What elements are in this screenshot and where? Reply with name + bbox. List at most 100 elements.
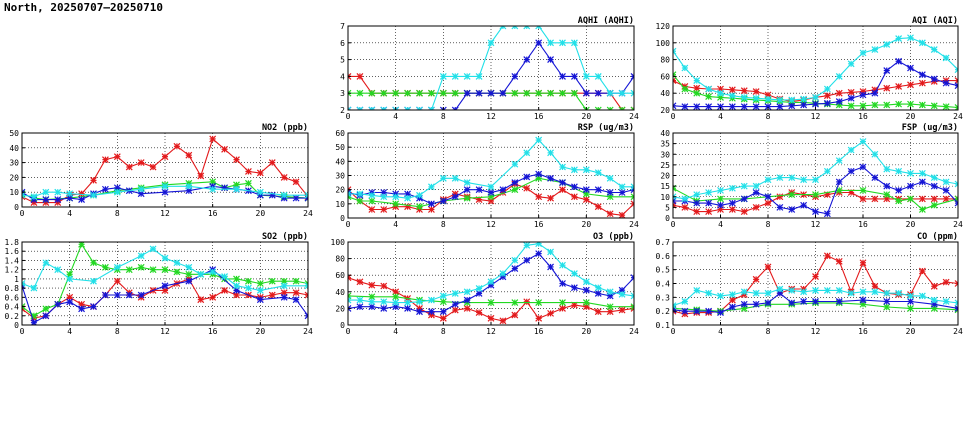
data-point-blue	[594, 186, 602, 194]
x-tick-label: 8	[441, 327, 446, 336]
data-point-cyan	[740, 93, 748, 101]
chart-so2: SO2 (ppb) 00.20.40.60.811.21.41.61.8 0 4 8 12…	[5, 232, 313, 336]
data-point-red	[523, 298, 531, 306]
data-point-red	[812, 273, 819, 281]
data-point-cyan	[559, 163, 566, 171]
data-point-green	[717, 195, 724, 203]
data-point-red	[137, 159, 145, 167]
data-point-red	[918, 195, 926, 203]
data-point-blue	[54, 300, 62, 308]
chart-co: CO (ppm) 0.1 0.2 0.3 0.4 0.5 0.6 0.7 0 4 8 12 16 20 24	[656, 232, 963, 336]
data-point-cyan	[487, 183, 495, 191]
y-tick-label: 50	[9, 129, 19, 138]
data-point-blue	[463, 186, 471, 194]
y-tick-label: 0	[665, 214, 670, 223]
data-point-red	[942, 278, 950, 286]
data-point-green	[392, 200, 400, 208]
chart-title: O3 (ppb)	[593, 232, 634, 242]
data-point-blue	[125, 291, 133, 299]
x-tick-label: 20	[582, 112, 592, 121]
data-point-cyan	[717, 186, 724, 194]
data-point-cyan	[776, 174, 784, 182]
data-point-cyan	[113, 188, 121, 196]
data-point-red	[185, 151, 193, 159]
y-tick-label: 2	[340, 106, 345, 115]
data-point-blue	[137, 291, 145, 299]
data-point-red	[752, 203, 760, 211]
data-point-cyan	[717, 89, 724, 97]
data-point-green	[871, 101, 879, 109]
x-tick-label: 20	[906, 220, 916, 229]
x-tick-label: 20	[582, 220, 592, 229]
data-point-cyan	[233, 185, 240, 193]
data-point-green	[907, 195, 914, 203]
data-point-cyan	[681, 64, 689, 72]
x-tick-label: 12	[160, 209, 170, 218]
data-point-blue	[835, 298, 843, 305]
data-point-green	[895, 197, 903, 205]
data-point-cyan	[380, 106, 388, 110]
data-point-red	[368, 281, 376, 289]
data-point-blue	[280, 293, 288, 301]
data-point-cyan	[752, 289, 760, 297]
data-point-red	[728, 206, 736, 213]
data-point-cyan	[197, 270, 205, 278]
x-tick-label: 8	[766, 220, 771, 229]
x-tick-label: 24	[629, 220, 639, 229]
data-point-blue	[427, 200, 435, 208]
data-point-green	[233, 275, 240, 283]
data-point-cyan	[380, 298, 388, 306]
y-tick-label: 6	[340, 39, 345, 48]
chart-rsp: RSP (ug/m3) 0 10 20 30 40 50 60 0 4 8 12 16 20 24	[335, 123, 639, 229]
data-point-cyan	[451, 72, 459, 80]
data-point-blue	[907, 64, 914, 72]
data-point-blue	[535, 39, 543, 47]
data-point-red	[728, 296, 736, 304]
data-point-cyan	[66, 190, 74, 198]
data-point-red	[740, 208, 748, 216]
data-point-blue	[705, 307, 713, 315]
data-point-red	[823, 92, 831, 100]
data-point-cyan	[280, 282, 288, 290]
page-title: North, 20250707–20250710	[4, 1, 163, 14]
data-point-cyan	[523, 149, 531, 157]
x-tick-label: 8	[766, 327, 771, 336]
data-point-red	[594, 308, 602, 316]
data-point-cyan	[942, 178, 950, 186]
data-point-red	[221, 145, 229, 153]
data-point-red	[547, 194, 555, 202]
data-point-green	[630, 106, 634, 110]
data-point-cyan	[348, 190, 352, 198]
data-point-red	[475, 309, 483, 316]
data-point-cyan	[847, 60, 855, 68]
data-point-cyan	[348, 296, 352, 304]
data-point-green	[161, 266, 169, 274]
data-point-blue	[416, 308, 423, 316]
data-point-green	[244, 277, 252, 285]
data-point-blue	[463, 296, 471, 304]
data-point-red	[221, 286, 229, 294]
data-point-blue	[78, 305, 86, 313]
data-point-red	[268, 159, 276, 167]
data-point-cyan	[673, 302, 677, 310]
data-point-red	[380, 206, 388, 213]
data-point-green	[535, 299, 543, 307]
data-point-blue	[740, 300, 748, 308]
data-point-cyan	[681, 195, 689, 203]
x-tick-label: 4	[393, 112, 398, 121]
data-point-red	[559, 304, 566, 312]
y-tick-label: 30	[335, 172, 345, 181]
data-point-red	[113, 277, 121, 285]
data-point-cyan	[705, 189, 713, 196]
data-point-red	[823, 252, 831, 260]
y-tick-label: 0	[14, 321, 19, 330]
y-tick-label: 1.8	[5, 238, 20, 247]
y-tick-label: 1.4	[5, 256, 20, 265]
data-point-green	[630, 193, 634, 201]
data-point-red	[693, 208, 701, 216]
data-point-cyan	[859, 138, 867, 145]
data-point-red	[78, 190, 86, 198]
x-tick-label: 20	[906, 327, 916, 336]
data-point-green	[606, 106, 614, 110]
